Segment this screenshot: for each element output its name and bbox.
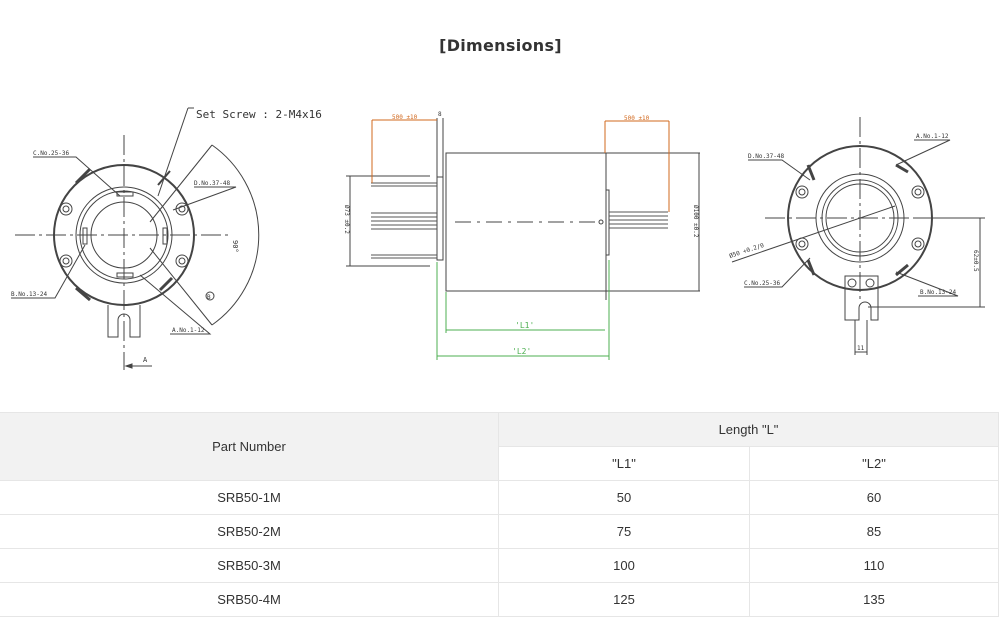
label-a: A.No.1-12 bbox=[172, 327, 205, 334]
dia-left: Ø73 ±0.2 bbox=[343, 205, 350, 234]
l2-cell: 60 bbox=[749, 480, 999, 515]
table-row: SRB50-3M 100 110 bbox=[0, 548, 999, 583]
rear-view: A.No.1-12 D.No.37-48 C.No.25-36 B.No.13-… bbox=[728, 117, 985, 355]
l2-cell: 110 bbox=[749, 548, 999, 583]
l2-label: 'L2' bbox=[512, 347, 531, 356]
header-l2: "L2" bbox=[749, 446, 999, 481]
flange-label: 8 bbox=[438, 111, 442, 118]
table-row: SRB50-2M 75 85 bbox=[0, 514, 999, 549]
label-c: C.No.25-36 bbox=[33, 150, 70, 157]
header-part-number: Part Number bbox=[0, 412, 499, 481]
l1-cell: 75 bbox=[498, 514, 750, 549]
view-marker: A bbox=[143, 356, 148, 364]
l2-cell: 135 bbox=[749, 582, 999, 617]
side-view: 500 ±10 500 ±10 8 Ø73 ±0.2 Ø100 ±0.2 'L1… bbox=[343, 111, 700, 360]
l2-cell: 85 bbox=[749, 514, 999, 549]
page-title: [Dimensions] bbox=[439, 36, 562, 55]
front-view: Set Screw : 2-M4x16 C.No.25-36 D.No.37-4… bbox=[11, 107, 322, 370]
angle-label: 90° bbox=[231, 240, 239, 253]
part-cell: SRB50-3M bbox=[0, 548, 499, 583]
table-row: SRB50-1M 50 60 bbox=[0, 480, 999, 515]
height-label: 62±0.5 bbox=[972, 250, 979, 272]
header-l1: "L1" bbox=[498, 446, 750, 481]
lead-length-right: 500 ±10 bbox=[624, 115, 650, 122]
lead-length-left: 500 ±10 bbox=[392, 114, 418, 121]
label-d: D.No.37-48 bbox=[194, 180, 231, 187]
l1-cell: 125 bbox=[498, 582, 750, 617]
rear-label-d: D.No.37-48 bbox=[748, 153, 785, 160]
l1-cell: 50 bbox=[498, 480, 750, 515]
l1-label: 'L1' bbox=[515, 321, 534, 330]
hole-marker: B bbox=[207, 294, 211, 301]
l1-cell: 100 bbox=[498, 548, 750, 583]
label-b: B.No.13-24 bbox=[11, 291, 48, 298]
header-length: Length "L" bbox=[498, 412, 999, 447]
rear-label-a: A.No.1-12 bbox=[916, 133, 949, 140]
dimensions-table: Part Number Length "L" "L1" "L2" SRB50-1… bbox=[0, 412, 999, 617]
dia-right: Ø100 ±0.2 bbox=[692, 205, 699, 238]
part-cell: SRB50-2M bbox=[0, 514, 499, 549]
slot-label: 11 bbox=[857, 345, 865, 352]
set-screw-label: Set Screw : 2-M4x16 bbox=[196, 108, 322, 121]
table-row: SRB50-4M 125 135 bbox=[0, 582, 999, 617]
rear-label-c: C.No.25-36 bbox=[744, 280, 781, 287]
rear-label-b: B.No.13-24 bbox=[920, 289, 957, 296]
part-cell: SRB50-1M bbox=[0, 480, 499, 515]
dimension-drawing: Set Screw : 2-M4x16 C.No.25-36 D.No.37-4… bbox=[11, 107, 985, 370]
part-cell: SRB50-4M bbox=[0, 582, 499, 617]
